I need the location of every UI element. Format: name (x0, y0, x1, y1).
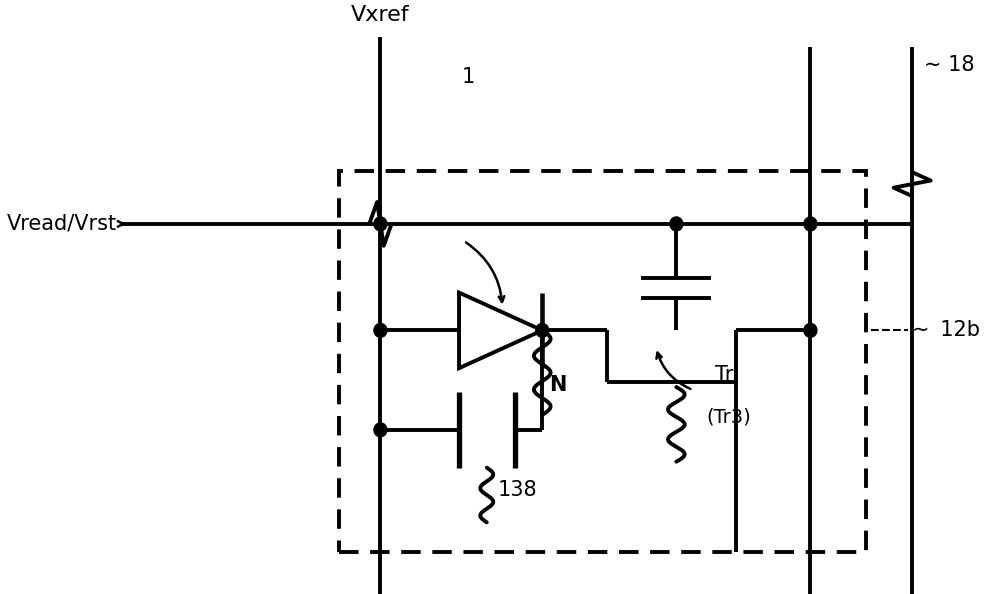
Circle shape (804, 217, 817, 231)
Circle shape (374, 217, 387, 231)
Circle shape (374, 323, 387, 337)
Circle shape (804, 323, 817, 337)
Text: (Tr3): (Tr3) (706, 407, 751, 426)
Text: 1: 1 (462, 67, 475, 87)
Text: Vread/Vrst: Vread/Vrst (7, 214, 117, 234)
Text: N: N (549, 375, 566, 395)
Circle shape (670, 217, 683, 231)
Text: 138: 138 (497, 479, 537, 500)
Text: ∼  12b: ∼ 12b (912, 320, 980, 340)
Text: Tr: Tr (715, 365, 734, 385)
Circle shape (536, 323, 549, 337)
Text: ∼ 18: ∼ 18 (924, 55, 975, 75)
Text: Vxref: Vxref (351, 5, 410, 25)
Circle shape (374, 423, 387, 437)
